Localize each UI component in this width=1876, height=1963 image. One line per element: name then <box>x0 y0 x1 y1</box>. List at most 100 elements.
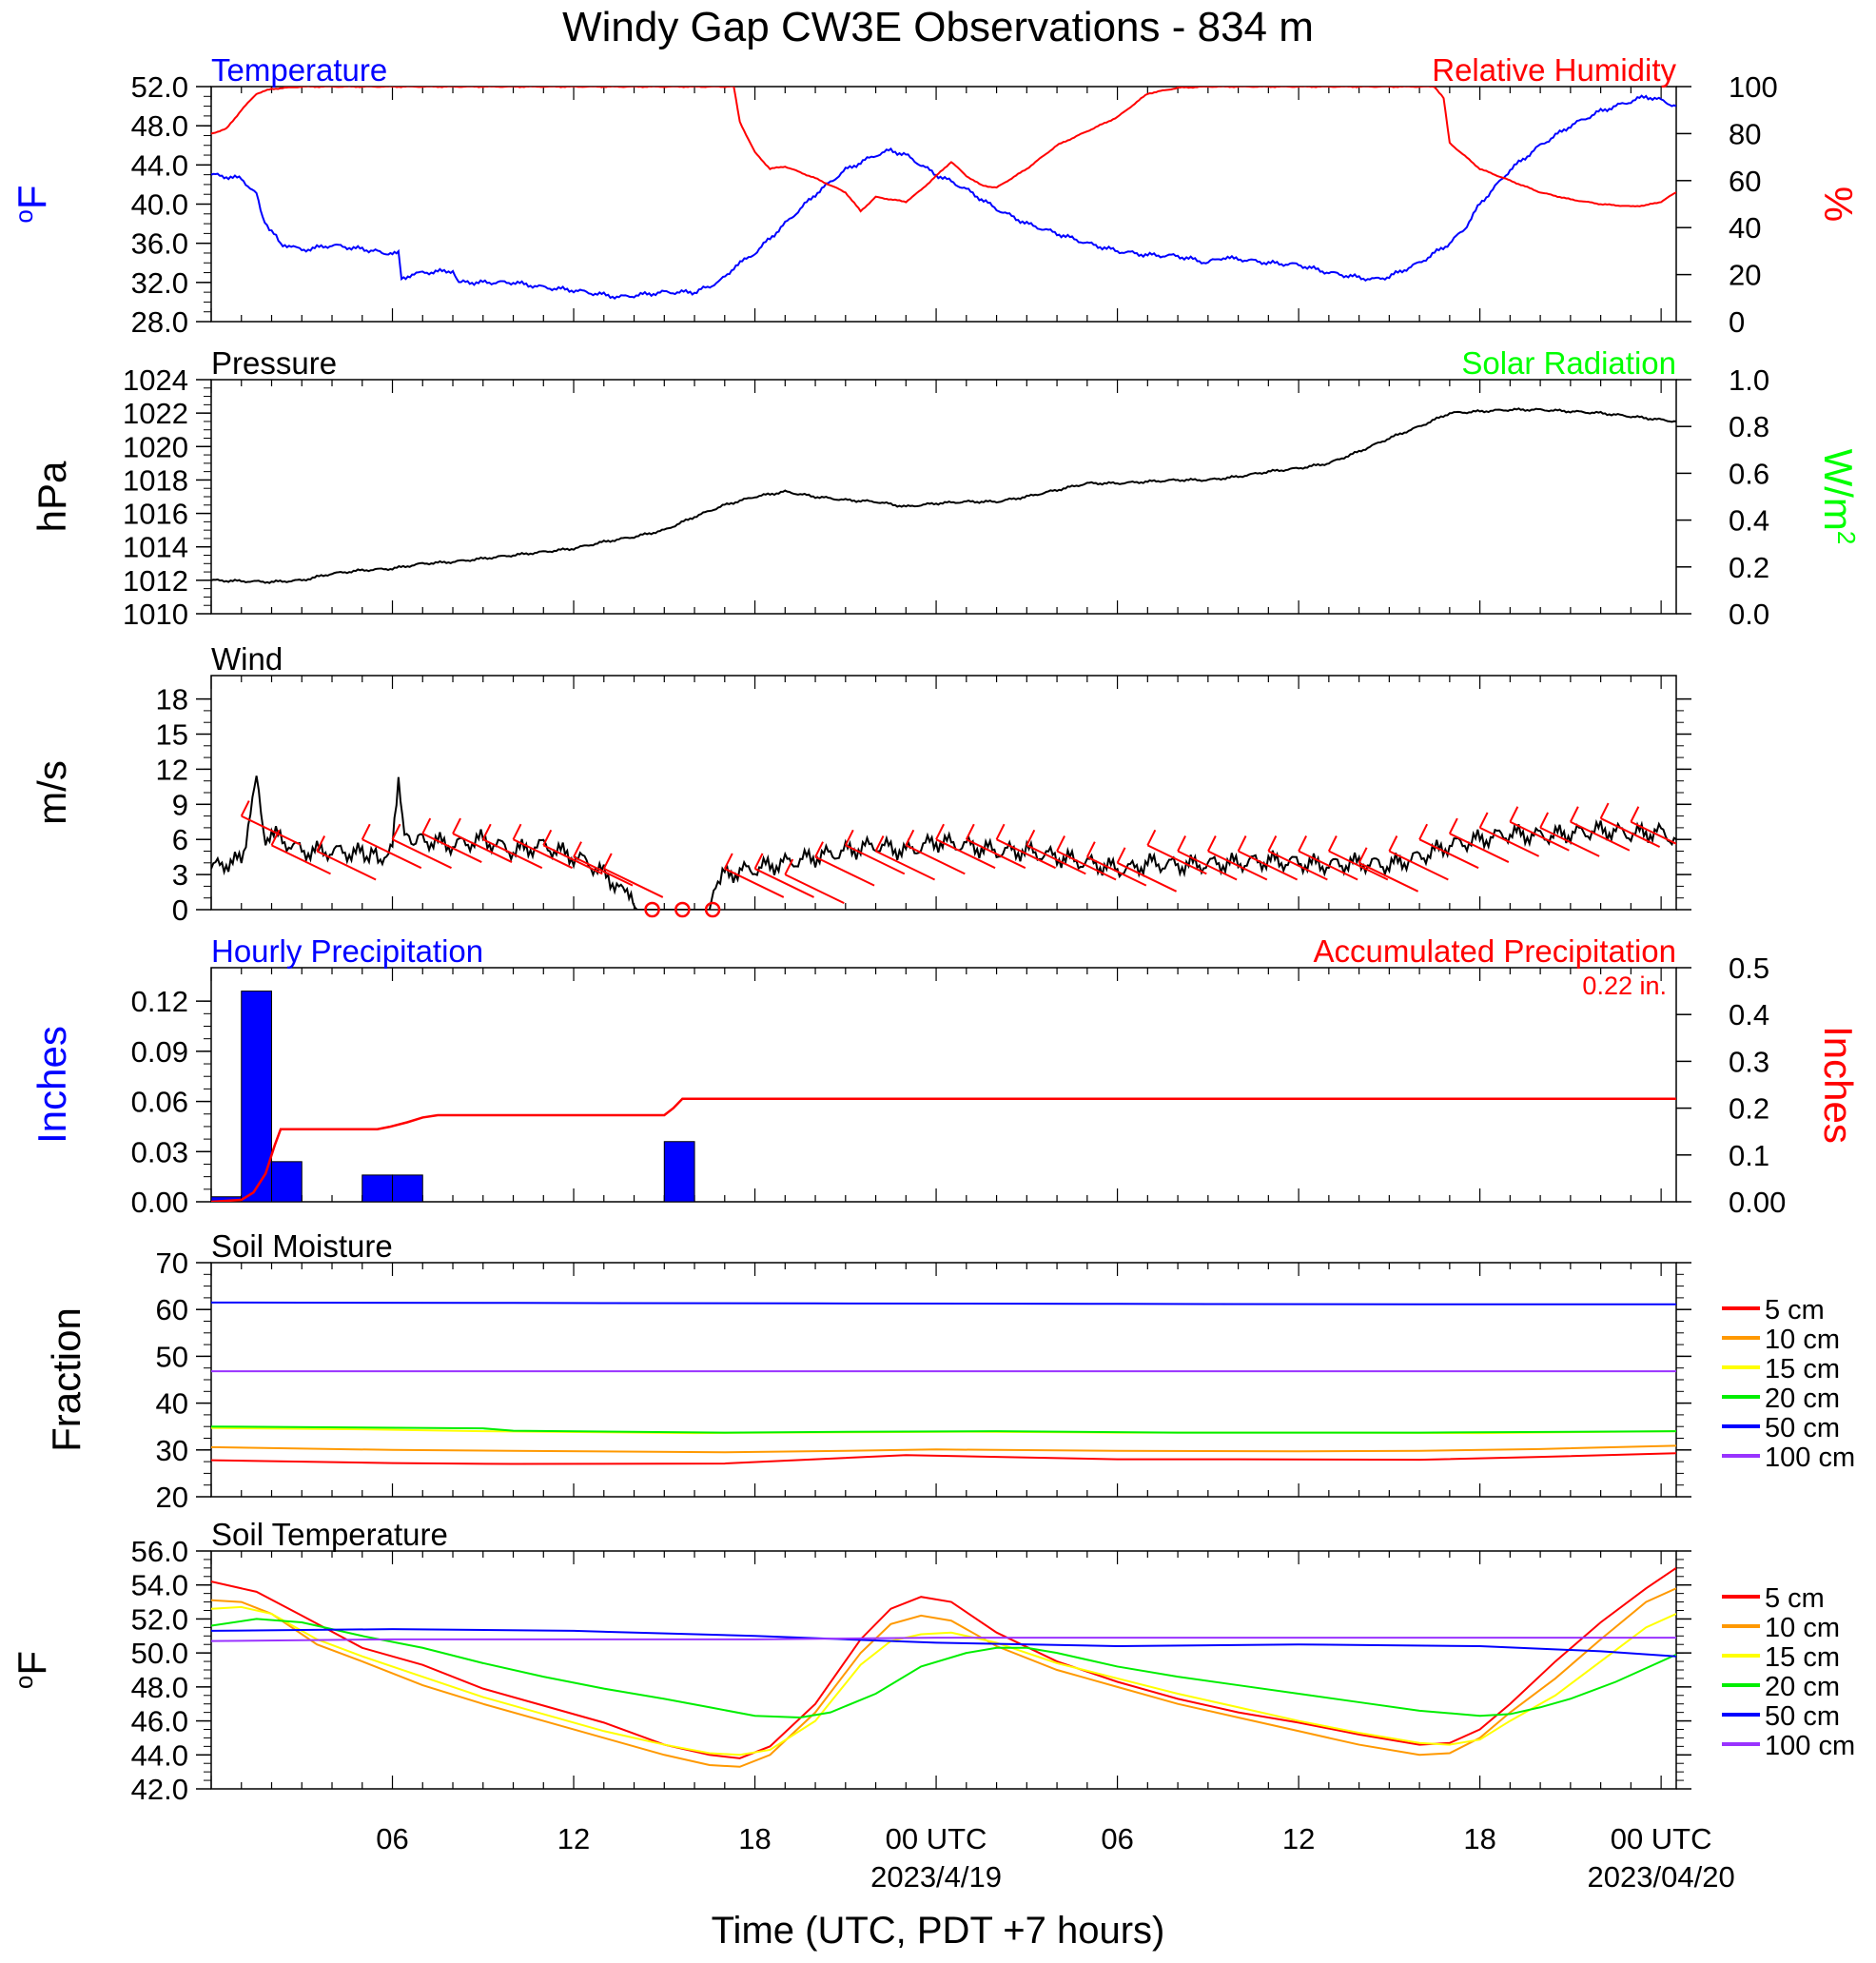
wind-barb-shaft <box>1358 861 1419 893</box>
panel-5: 56.054.052.050.048.046.044.042.0 Soil Tem… <box>10 1517 1855 1806</box>
wind-barb-flag <box>316 835 326 852</box>
wind-barb-shaft <box>1298 850 1358 881</box>
wind-barb-shaft <box>542 844 603 875</box>
panel-frame <box>210 1550 1677 1790</box>
wind-barb-shaft <box>966 838 1026 870</box>
y-tick-label-right: 0.4 <box>1729 998 1769 1031</box>
wind-barb-shaft <box>603 868 664 898</box>
plot-area <box>211 1567 1676 1768</box>
wind-barb-flag <box>723 853 733 870</box>
y-tick-label-left: 52.0 <box>131 1602 188 1636</box>
wind-barb-shaft <box>845 844 906 875</box>
y-tick-label-left: 1024 <box>123 363 188 397</box>
x-axis-label: Time (UTC, PDT +7 hours) <box>712 1910 1165 1952</box>
wind-barb-shaft <box>1539 826 1600 857</box>
y-tick-label-left: 44.0 <box>131 1738 188 1772</box>
x-date-label: 2023/4/19 <box>870 1860 1002 1894</box>
y-tick-label-left: 40.0 <box>131 188 188 222</box>
y-tick-label-left: 0.03 <box>131 1135 188 1168</box>
y-tick-label-left: 56.0 <box>131 1535 188 1568</box>
panel-title-left: Wind <box>211 641 283 677</box>
wind-barb-flag <box>1358 847 1368 864</box>
wind-barb-shaft <box>754 868 814 898</box>
wind-barb-flag <box>602 853 613 870</box>
wind-barb-shaft <box>392 838 452 870</box>
chart-title: Windy Gap CW3E Observations - 834 m <box>562 4 1314 50</box>
y-tick-label-left: 1020 <box>123 430 188 463</box>
y-tick-label-left: 0.09 <box>131 1035 188 1069</box>
wind-barb-shaft <box>1177 850 1238 881</box>
y-tick-label-left: 32.0 <box>131 266 188 300</box>
precip-bar <box>271 1161 303 1202</box>
y-axis-label-right: % <box>1816 186 1861 222</box>
panel-frame <box>210 967 1677 1203</box>
accumulated-total-label: 0.22 in. <box>1582 972 1667 1000</box>
x-tick-label: 00 UTC <box>886 1822 987 1855</box>
panel-title-right: Solar Radiation <box>1461 345 1676 381</box>
precip-bar <box>392 1174 423 1202</box>
y-tick-label-left: 48.0 <box>131 109 188 143</box>
panel-title-left: Hourly Precipitation <box>211 933 483 969</box>
wind-barb-shaft <box>1418 838 1479 870</box>
wind-barb-shaft <box>1388 850 1449 881</box>
panel-frame <box>210 379 1677 615</box>
legend-label: 15 cm <box>1765 1642 1840 1673</box>
legend-label: 50 cm <box>1765 1701 1840 1732</box>
series-line-1 <box>211 87 1676 213</box>
wind-barb-shaft <box>784 874 845 905</box>
wind-barb-flag <box>874 835 885 852</box>
wind-barb-flag <box>905 829 915 846</box>
series-line-3 <box>211 1425 1676 1434</box>
y-tick-label-right: 0.4 <box>1729 504 1769 538</box>
panel-title-left: Soil Moisture <box>211 1228 393 1264</box>
x-tick-label: 12 <box>1282 1822 1315 1855</box>
y-tick-label-left: 9 <box>172 788 188 821</box>
wind-barb-shaft <box>935 838 996 870</box>
y-tick-label-left: 28.0 <box>131 305 188 339</box>
wind-barb-flag <box>573 841 582 858</box>
y-tick-label-right: 0 <box>1729 305 1745 339</box>
wind-barb-shaft <box>1086 855 1147 887</box>
y-tick-label-left: 6 <box>172 823 188 856</box>
panel-frame <box>210 86 1677 323</box>
wind-barb-flag <box>1298 835 1307 852</box>
wind-barb-flag <box>1237 835 1247 852</box>
wind-barb-flag <box>512 823 522 840</box>
wind-barb-flag <box>481 823 492 840</box>
y-axis-label-left: oF <box>10 1651 54 1689</box>
plot-area <box>211 407 1676 584</box>
wind-barb-shaft <box>814 855 875 887</box>
y-tick-label-left: 50.0 <box>131 1637 188 1670</box>
wind-barb-flag <box>1056 835 1065 852</box>
y-tick-label-right: 0.1 <box>1729 1139 1769 1172</box>
degree-symbol: o <box>10 1676 38 1689</box>
y-tick-label-left: 60 <box>156 1293 188 1326</box>
unit-letter: F <box>10 1651 54 1676</box>
precip-bar <box>241 991 273 1202</box>
y-tick-label-right: 0.00 <box>1729 1186 1786 1219</box>
wind-barb-shaft <box>573 855 634 887</box>
y-tick-label-left: 0 <box>172 893 188 927</box>
y-tick-label-left: 42.0 <box>131 1773 188 1806</box>
wind-barb-shaft <box>316 850 377 881</box>
wind-barb-flag <box>1026 829 1036 846</box>
wind-barb-flag <box>1327 835 1338 852</box>
wind-barb-shaft <box>513 838 573 870</box>
y-tick-label-left: 44.0 <box>131 148 188 182</box>
y-tick-label-left: 40 <box>156 1387 188 1421</box>
series-line-4 <box>211 1301 1676 1305</box>
wind-barb-flag <box>1085 841 1096 858</box>
y-axis-label-left: m/s <box>29 760 74 825</box>
series-line-0 <box>211 775 1676 910</box>
wind-barb-flag <box>542 829 553 846</box>
x-tick-label: 18 <box>1463 1822 1495 1855</box>
y-tick-label-right: 0.0 <box>1729 598 1769 631</box>
wind-barb-shaft <box>1479 826 1540 857</box>
series-line-5 <box>211 1637 1676 1642</box>
legend-label: 5 cm <box>1765 1295 1825 1325</box>
wind-barb-flag <box>1146 829 1157 846</box>
wind-barb-shaft <box>362 838 422 870</box>
